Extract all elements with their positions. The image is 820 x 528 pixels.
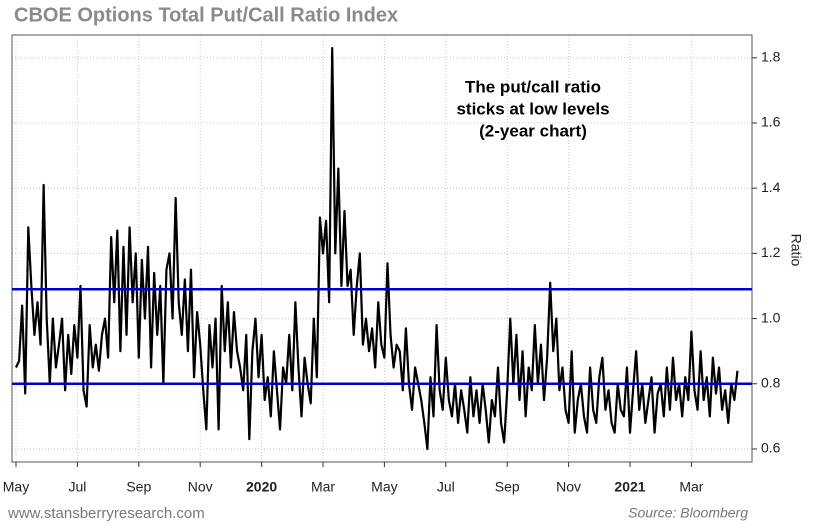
y-tick-label: 1.0 xyxy=(761,309,781,325)
y-tick-label: 0.8 xyxy=(761,374,781,390)
x-tick-label: Mar xyxy=(311,479,335,495)
annotation: The put/call ratio xyxy=(465,77,601,96)
plot-frame xyxy=(11,34,753,463)
x-tick-label: Jul xyxy=(437,479,455,495)
annotation: sticks at low levels xyxy=(456,99,609,118)
annotation: (2-year chart) xyxy=(479,121,587,140)
y-tick-label: 1.2 xyxy=(761,244,781,260)
y-tick-label: 1.6 xyxy=(761,114,781,130)
y-tick-label: 1.8 xyxy=(761,49,781,65)
x-tick-label: Nov xyxy=(556,479,581,495)
series-line xyxy=(15,46,739,451)
x-tick-label: Sep xyxy=(126,479,151,495)
footer: www.stansberryresearch.com xyxy=(7,505,205,522)
x-tick-label: May xyxy=(3,479,29,495)
chart-title: CBOE Options Total Put/Call Ratio Index xyxy=(14,4,398,26)
x-tick-label: 2021 xyxy=(614,479,645,495)
y-axis-label: Ratio xyxy=(788,234,804,267)
x-tick-label: Mar xyxy=(679,479,703,495)
x-tick-label: Jul xyxy=(68,479,86,495)
y-tick-label: 1.4 xyxy=(761,179,781,195)
x-tick-label: Sep xyxy=(495,479,520,495)
x-tick-label: 2020 xyxy=(246,479,277,495)
x-tick-label: May xyxy=(371,479,397,495)
y-tick-label: 0.6 xyxy=(761,440,781,456)
source: Source: Bloomberg xyxy=(628,505,748,521)
x-tick-label: Nov xyxy=(188,479,213,495)
